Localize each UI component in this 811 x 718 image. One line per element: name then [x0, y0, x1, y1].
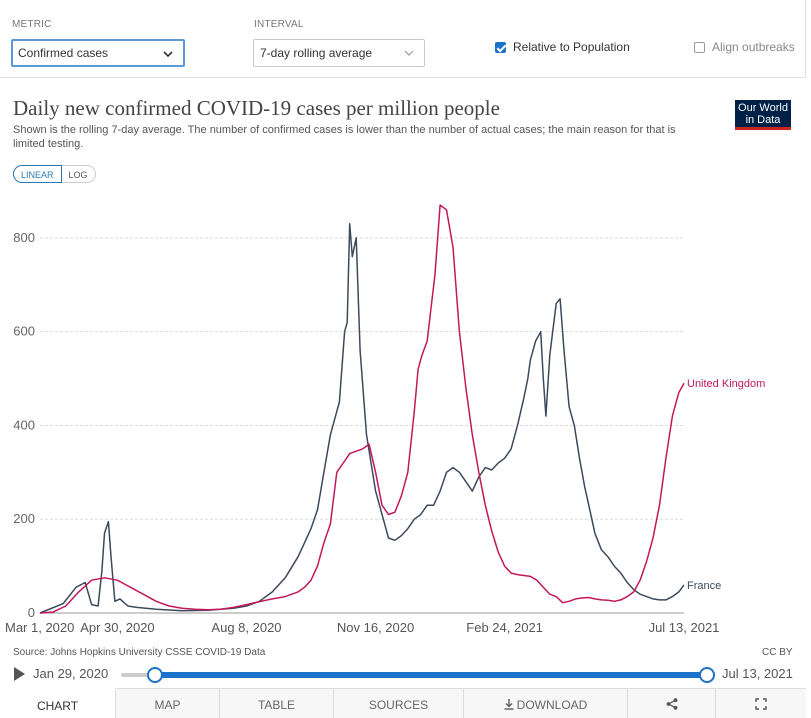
tab-map[interactable]: MAP	[116, 689, 220, 718]
tab-chart[interactable]: CHART	[0, 688, 116, 718]
scale-toggle: LINEAR LOG	[13, 165, 96, 183]
metric-select[interactable]: Confirmed cases	[11, 39, 185, 67]
tab-table[interactable]: TABLE	[220, 689, 334, 718]
x-tick-label: Nov 16, 2020	[337, 620, 414, 635]
x-tick-label: Aug 8, 2020	[211, 620, 281, 635]
play-icon[interactable]	[14, 667, 25, 681]
align-checkbox[interactable]	[694, 41, 705, 53]
line-chart[interactable]: 0 200 400 600 800 Mar 1, 2020 Apr 30, 2020 Aug …	[0, 85, 806, 645]
interval-label: INTERVAL	[254, 19, 304, 30]
timeline-end-handle[interactable]	[699, 667, 715, 683]
y-tick-label: 0	[28, 605, 35, 620]
share-button[interactable]	[628, 689, 716, 718]
logo-line1: Our World	[738, 102, 788, 114]
source-note: Source: Johns Hopkins University CSSE CO…	[13, 647, 266, 658]
series-label-united-kingdom: United Kingdom	[687, 378, 765, 390]
align-label: Align outbreaks	[712, 40, 795, 54]
y-tick-label: 200	[13, 511, 35, 526]
relative-checkbox[interactable]	[495, 41, 506, 53]
y-tick-label: 600	[13, 324, 35, 339]
fullscreen-icon	[755, 698, 767, 710]
y-tick-label: 800	[13, 230, 35, 245]
metric-label: METRIC	[12, 19, 52, 30]
chart-panel: Daily new confirmed COVID-19 cases per m…	[0, 85, 806, 718]
timeline-start-handle[interactable]	[147, 667, 163, 683]
tab-download[interactable]: DOWNLOAD	[464, 689, 628, 718]
align-outbreaks-toggle[interactable]: Align outbreaks	[694, 40, 795, 54]
series-line-united-kingdom	[39, 204, 685, 614]
x-tick-label: Feb 24, 2021	[466, 620, 543, 635]
x-tick-label: Jul 13, 2021	[649, 620, 720, 635]
share-icon	[666, 698, 677, 710]
license-label[interactable]: CC BY	[762, 647, 793, 658]
tab-sources[interactable]: SOURCES	[334, 689, 464, 718]
owid-logo[interactable]: Our World in Data	[735, 100, 791, 130]
timeline: Jan 29, 2020 Jul 13, 2021	[0, 663, 806, 687]
scale-log-button[interactable]: LOG	[61, 165, 96, 183]
logo-line2: in Data	[745, 114, 781, 126]
download-icon	[504, 699, 514, 710]
chart-title: Daily new confirmed COVID-19 cases per m…	[13, 96, 500, 120]
y-tick-label: 400	[13, 417, 35, 432]
controls-bar: METRIC Confirmed cases INTERVAL 7-day ro…	[0, 0, 806, 78]
scale-linear-button[interactable]: LINEAR	[13, 165, 62, 183]
chevron-down-icon	[404, 50, 414, 56]
timeline-start-date: Jan 29, 2020	[33, 666, 109, 681]
series-line-france	[39, 223, 685, 614]
interval-select-value: 7-day rolling average	[260, 46, 373, 60]
tab-bar: CHART MAP TABLE SOURCES DOWNLOAD	[0, 688, 806, 718]
series-label-france: France	[687, 580, 721, 592]
interval-select[interactable]: 7-day rolling average	[253, 39, 425, 67]
tab-download-label: DOWNLOAD	[516, 698, 588, 712]
timeline-selected-range	[155, 672, 707, 678]
timeline-end-date: Jul 13, 2021	[722, 666, 793, 681]
relative-to-population-toggle[interactable]: Relative to Population	[495, 40, 630, 54]
x-tick-label: Mar 1, 2020	[5, 620, 74, 635]
fullscreen-button[interactable]	[716, 689, 806, 718]
x-tick-label: Apr 30, 2020	[80, 620, 154, 635]
metric-select-value: Confirmed cases	[18, 46, 109, 60]
relative-label: Relative to Population	[513, 40, 630, 54]
chart-subtitle: Shown is the rolling 7-day average. The …	[13, 124, 676, 150]
chevron-down-icon	[163, 51, 173, 58]
